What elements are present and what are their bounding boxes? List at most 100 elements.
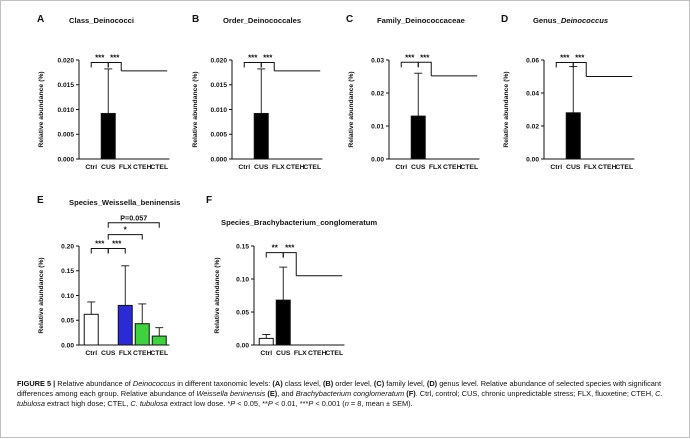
bar — [83, 313, 99, 346]
caption-panel-ref: (D) — [426, 379, 438, 388]
y-tick-label: 0.06 — [526, 57, 539, 64]
y-tick-label: 0.00 — [526, 156, 539, 163]
significance-label: ** — [272, 244, 279, 253]
x-tick-label: CUS — [101, 350, 116, 357]
significance-label: *** — [285, 244, 295, 253]
x-tick-label: CUS — [411, 164, 426, 171]
figure-caption: FIGURE 5 | Relative abundance of Deinoco… — [17, 379, 677, 409]
y-tick-label: 0.10 — [236, 276, 249, 283]
bar — [565, 112, 581, 160]
x-tick-label: Ctrl — [85, 164, 97, 171]
x-tick-label: CTEL — [150, 164, 168, 171]
significance-bracket — [572, 61, 587, 77]
caption-text: genus level. Relative abundance of selec… — [17, 379, 662, 398]
significance-bracket — [243, 61, 262, 68]
y-tick-label: 0.010 — [210, 107, 227, 114]
x-tick-label: Ctrl — [260, 350, 272, 357]
bar — [410, 115, 426, 160]
y-tick-label: 0.000 — [210, 156, 227, 163]
panel-letter: C — [346, 14, 353, 25]
x-tick-label: CUS — [276, 350, 291, 357]
x-tick-label: CUS — [566, 164, 581, 171]
y-tick-label: 0.000 — [57, 156, 74, 163]
x-tick-label: CTEL — [615, 164, 633, 171]
x-tick-label: CTEH — [286, 164, 305, 171]
caption-text: extract high dose; CTEL, — [44, 399, 131, 408]
x-tick-label: CTEL — [150, 350, 168, 357]
significance-label: *** — [248, 53, 258, 62]
caption-text: , and — [277, 389, 296, 398]
caption-text: = 8, mean ± SEM). — [348, 399, 413, 408]
significance-label: P=0.057 — [120, 214, 147, 223]
bar — [134, 323, 150, 346]
significance-label: *** — [95, 53, 105, 62]
caption-italic: P — [267, 399, 273, 408]
y-tick-label: 0.02 — [526, 123, 539, 130]
significance-bracket — [90, 61, 109, 68]
significance-bracket — [107, 234, 143, 240]
y-axis-label: Relative abundance (%) — [348, 71, 355, 147]
y-tick-label: 0.020 — [57, 57, 74, 64]
significance-label: *** — [575, 53, 585, 62]
x-tick-label: CUS — [101, 164, 116, 171]
chart-title: Species_Brachybacterium_conglomeratum — [221, 218, 377, 227]
x-tick-label: FLX — [119, 164, 132, 171]
y-tick-label: 0.05 — [236, 309, 249, 316]
y-tick-label: 0.020 — [210, 57, 227, 64]
x-tick-label: CTEH — [308, 350, 327, 357]
x-tick-label: FLX — [272, 164, 285, 171]
chart-title: Order_Deinococcales — [223, 16, 301, 25]
chart-title: Species_Weissella_beninensis — [69, 198, 180, 207]
y-axis-label: Relative abundance (%) — [503, 71, 510, 147]
y-axis-label: Relative abundance (%) — [38, 71, 45, 147]
chart-title: Genus_Deinococcus — [533, 16, 608, 25]
x-tick-label: CTEH — [133, 350, 152, 357]
x-tick-label: CTEL — [325, 350, 343, 357]
x-tick-label: CTEH — [598, 164, 617, 171]
x-tick-label: CTEH — [443, 164, 462, 171]
caption-text: family level, — [384, 379, 427, 388]
caption-text: < 0.05, ** — [235, 399, 268, 408]
panel-letter: B — [192, 14, 199, 25]
y-tick-label: 0.01 — [371, 123, 384, 130]
x-tick-label: CTEH — [133, 164, 152, 171]
bar — [151, 335, 167, 346]
significance-bracket — [282, 252, 297, 276]
y-tick-label: 0.15 — [236, 243, 249, 250]
bar — [117, 304, 133, 346]
caption-text: extract low dose. * — [167, 399, 231, 408]
significance-label: * — [124, 226, 128, 235]
y-tick-label: 0.005 — [57, 132, 74, 139]
significance-bracket — [90, 247, 109, 254]
y-tick-label: 0.015 — [210, 82, 227, 89]
significance-label: *** — [560, 53, 570, 62]
panel-letter: F — [206, 195, 212, 206]
y-tick-label: 0.00 — [371, 156, 384, 163]
chart-title-italic: Deinococcus — [561, 16, 608, 25]
y-tick-label: 0.02 — [371, 90, 384, 97]
chart-title: Class_Deinococci — [69, 16, 134, 25]
bar — [275, 299, 291, 346]
x-tick-label: CUS — [254, 164, 269, 171]
x-tick-label: Ctrl — [238, 164, 250, 171]
caption-italic: P — [308, 399, 314, 408]
caption-label: FIGURE 5 | — [17, 379, 56, 388]
significance-label: *** — [263, 53, 273, 62]
x-tick-label: FLX — [429, 164, 442, 171]
significance-bracket — [107, 247, 126, 254]
y-tick-label: 0.00 — [61, 342, 74, 349]
y-axis-label: Relative abundance (%) — [214, 257, 221, 333]
significance-bracket — [417, 61, 432, 76]
caption-panel-ref: (B) — [322, 379, 334, 388]
caption-text: order level, — [333, 379, 374, 388]
significance-label: *** — [420, 53, 430, 62]
y-tick-label: 0.03 — [371, 57, 384, 64]
caption-panel-ref: (E) — [267, 389, 278, 398]
x-tick-label: FLX — [119, 350, 132, 357]
caption-text: in different taxonomic levels: — [175, 379, 273, 388]
significance-label: *** — [110, 53, 120, 62]
significance-label: *** — [112, 239, 122, 248]
y-tick-label: 0.04 — [526, 90, 539, 97]
